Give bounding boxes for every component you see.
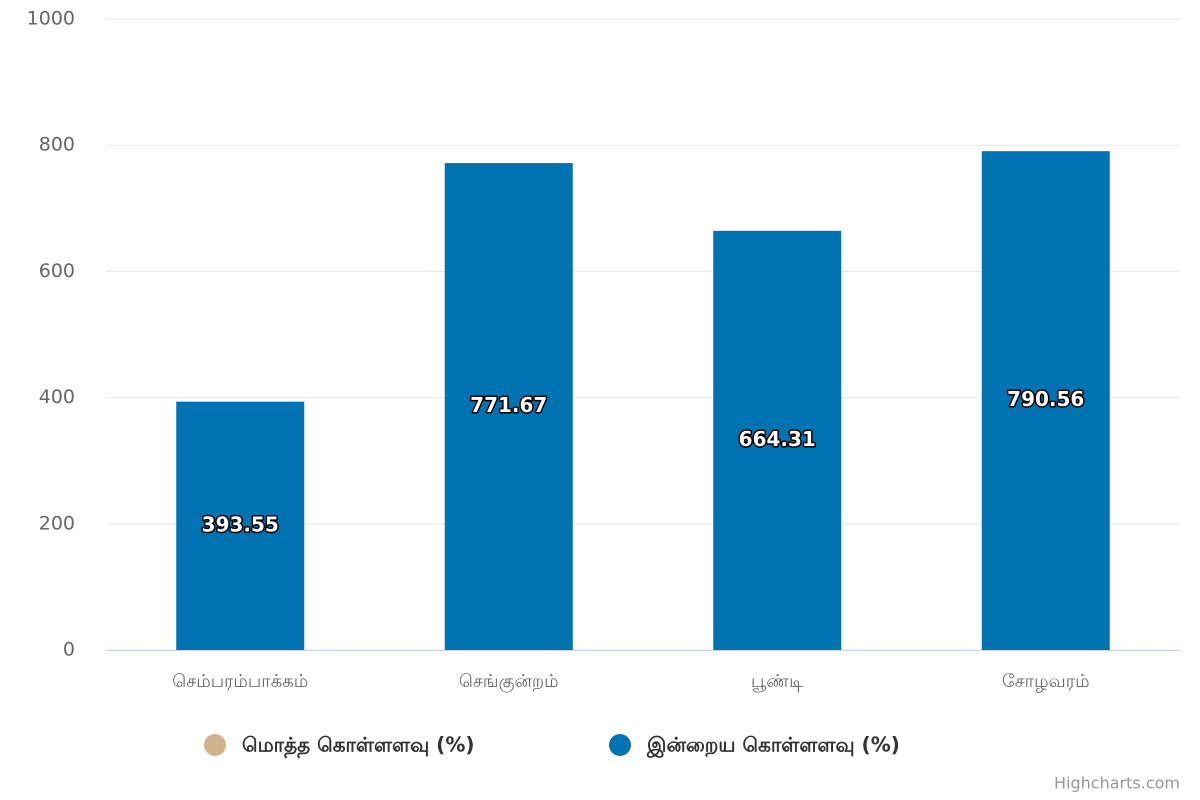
data-label: 790.56 bbox=[1007, 387, 1084, 411]
credits[interactable]: Highcharts.com bbox=[1054, 774, 1180, 793]
x-tick-label: செம்பரம்பாக்கம் bbox=[172, 671, 308, 692]
y-tick-label: 800 bbox=[39, 134, 75, 156]
legend-symbol[interactable] bbox=[204, 734, 226, 756]
bar bbox=[444, 163, 573, 650]
y-tick-label: 600 bbox=[39, 260, 75, 282]
legend-symbol[interactable] bbox=[609, 734, 631, 756]
data-label: 664.31 bbox=[739, 427, 816, 451]
data-label: 771.67 bbox=[470, 393, 547, 417]
x-tick-label: பூண்டி bbox=[751, 671, 804, 693]
y-tick-label: 200 bbox=[39, 512, 75, 534]
x-tick-label: சோழவரம் bbox=[1002, 671, 1090, 693]
x-tick-label: செங்குன்றம் bbox=[459, 671, 559, 693]
legend-label[interactable]: இன்றைய கொள்ளளவு (%) bbox=[646, 733, 900, 759]
y-tick-label: 400 bbox=[39, 386, 75, 408]
bar bbox=[176, 401, 305, 650]
y-tick-label: 0 bbox=[63, 639, 75, 661]
data-label: 393.55 bbox=[202, 512, 279, 536]
legend-label[interactable]: மொத்த கொள்ளளவு (%) bbox=[242, 733, 475, 759]
bar bbox=[981, 151, 1110, 650]
bar bbox=[713, 230, 842, 651]
y-tick-label: 1000 bbox=[27, 8, 75, 30]
